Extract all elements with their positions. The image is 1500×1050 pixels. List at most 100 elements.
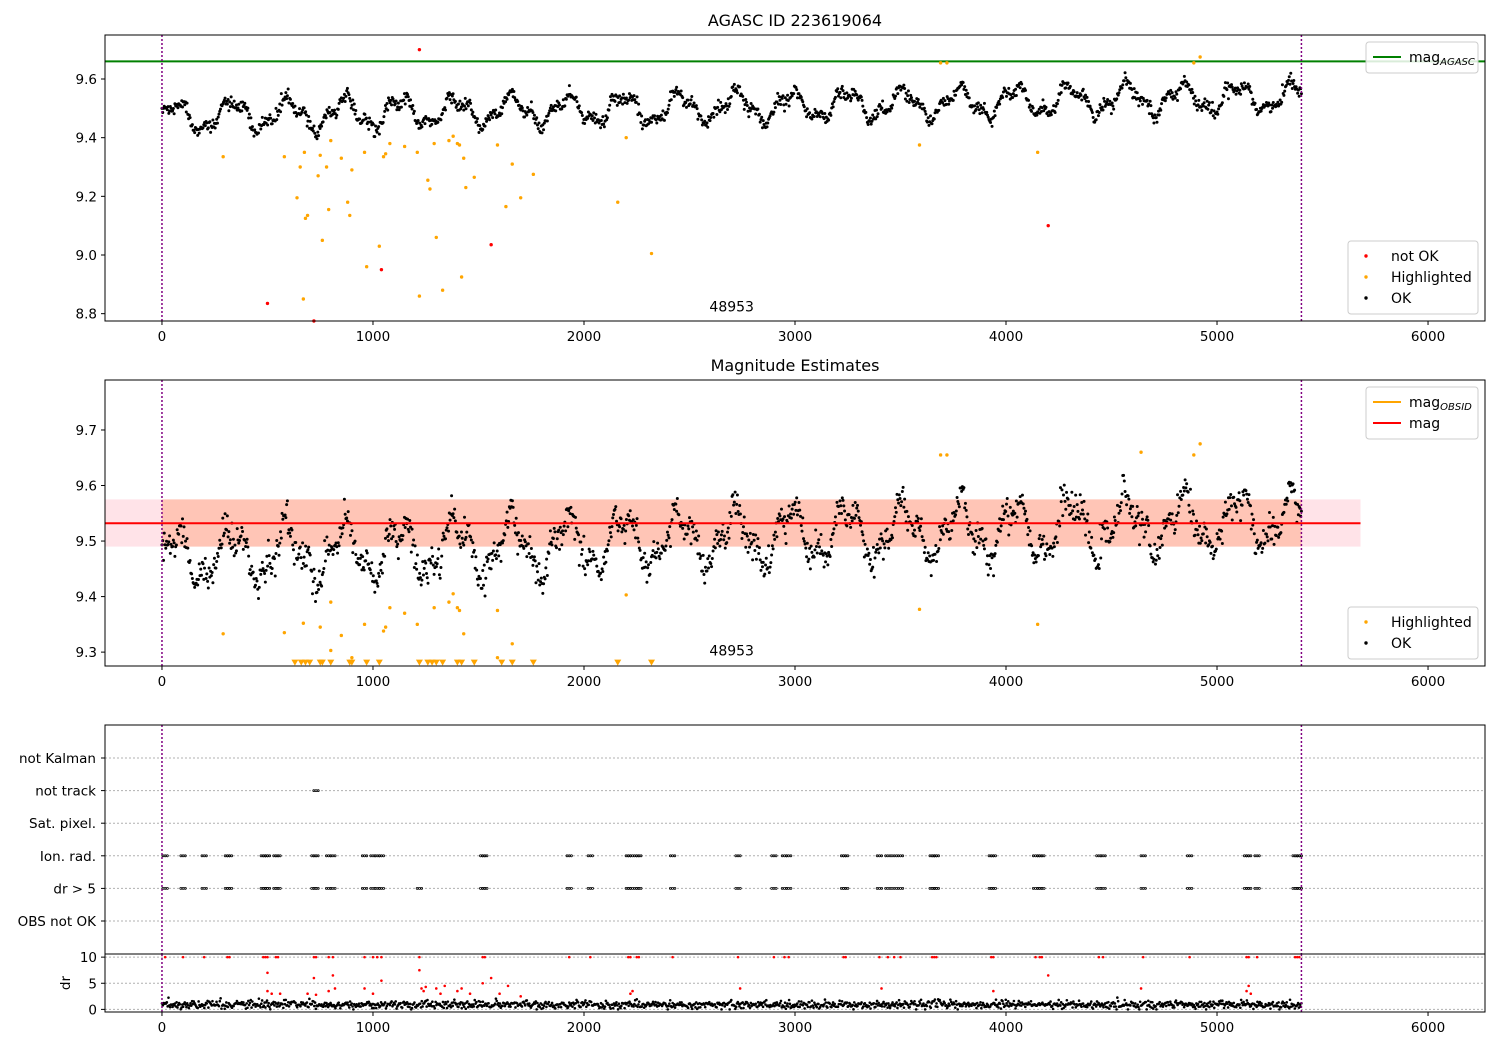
ok-point	[666, 107, 670, 111]
flag-event-marker	[274, 854, 278, 858]
ok-point	[1264, 532, 1268, 536]
dr-ok-point	[833, 1002, 837, 1006]
ok-point	[954, 93, 958, 97]
ok-point	[643, 551, 647, 555]
ok-point	[1291, 482, 1295, 486]
dr-ok-point	[640, 1005, 643, 1008]
ok-point	[1073, 518, 1077, 522]
ok-point	[394, 540, 398, 544]
ok-point	[719, 100, 723, 104]
flag-event-marker	[1103, 887, 1107, 890]
ok-point	[913, 528, 917, 532]
x-tick-label: 0	[158, 674, 167, 690]
ok-point	[601, 115, 605, 119]
ok-point	[437, 547, 441, 551]
ok-point	[698, 557, 702, 561]
dr-ok-point	[542, 1004, 546, 1008]
dr-ok-point	[787, 998, 791, 1002]
ok-point	[217, 546, 221, 550]
legend-label: OK	[1391, 291, 1412, 307]
dr-ok-point	[497, 1004, 501, 1008]
dr-ok-point	[813, 1001, 816, 1004]
ok-point	[367, 562, 371, 566]
ok-point	[1211, 557, 1215, 561]
ok-point	[1055, 102, 1059, 106]
ok-point	[196, 577, 200, 581]
dr-ok-point	[248, 1001, 252, 1005]
ok-point	[530, 555, 534, 559]
ok-point	[615, 519, 619, 523]
ok-point	[177, 532, 181, 536]
ok-point	[639, 121, 643, 125]
ok-point	[909, 96, 913, 100]
ok-point	[710, 565, 714, 569]
ok-point	[1237, 491, 1241, 495]
ok-point	[302, 106, 306, 110]
ok-point	[769, 561, 773, 565]
ok-point	[1164, 524, 1168, 528]
ok-point	[625, 101, 629, 105]
ok-point	[471, 110, 475, 114]
flag-event-marker	[890, 854, 894, 858]
ok-point	[823, 112, 827, 116]
ok-point	[1285, 496, 1289, 500]
dr-ok-point	[178, 1002, 182, 1006]
ok-point	[395, 545, 399, 549]
ok-point	[266, 538, 270, 542]
ok-point	[334, 541, 338, 545]
dr-ok-point	[935, 1002, 938, 1005]
ok-point	[603, 549, 607, 553]
ok-point	[1023, 509, 1027, 513]
ok-point	[840, 84, 844, 88]
ok-point	[1058, 486, 1062, 490]
ok-point	[208, 120, 212, 124]
lower-limit-marker	[348, 659, 356, 666]
dr-not-ok-point	[312, 976, 316, 980]
dr-ok-point	[573, 1006, 577, 1010]
flag-event-marker	[179, 887, 183, 890]
ok-point	[644, 560, 648, 564]
ok-point	[367, 127, 371, 131]
dr-ok-point	[525, 999, 529, 1002]
ok-point	[316, 583, 320, 587]
lower-limit-marker	[508, 659, 516, 666]
ok-point	[801, 100, 805, 104]
ok-point	[1186, 490, 1190, 494]
ok-point	[868, 558, 872, 562]
dr-ok-point	[953, 1006, 957, 1009]
ok-point	[1125, 503, 1129, 507]
ok-point	[1183, 478, 1187, 482]
ok-point	[1176, 493, 1180, 497]
flag-event-marker	[673, 854, 677, 858]
ok-point	[1084, 93, 1088, 97]
ok-point	[997, 99, 1001, 103]
ok-point	[960, 83, 964, 87]
ok-point	[184, 110, 188, 114]
ok-point	[333, 108, 337, 112]
dr-ok-point	[1080, 1005, 1083, 1009]
ok-point	[184, 539, 188, 543]
ok-point	[440, 111, 444, 115]
ok-point	[738, 512, 742, 516]
ok-point	[1011, 96, 1015, 100]
highlighted-point	[402, 611, 407, 615]
ok-point	[661, 109, 665, 113]
ok-point	[188, 559, 192, 563]
ok-point	[1090, 110, 1094, 114]
flag-category-label: Sat. pixel.	[29, 816, 96, 832]
ok-point	[665, 111, 669, 115]
ok-point	[1170, 91, 1174, 95]
ok-point	[1079, 512, 1083, 516]
ok-point	[973, 552, 977, 556]
dr-ok-point	[585, 1005, 588, 1009]
ok-point	[363, 112, 367, 116]
dr-ok-point	[536, 1001, 539, 1005]
ok-point	[1123, 489, 1127, 493]
ok-point	[229, 95, 233, 99]
ok-point	[259, 572, 263, 576]
ok-point	[748, 531, 752, 535]
ok-point	[574, 95, 578, 99]
ok-point	[201, 126, 205, 130]
highlighted-point	[298, 165, 302, 169]
ok-point	[878, 537, 882, 541]
